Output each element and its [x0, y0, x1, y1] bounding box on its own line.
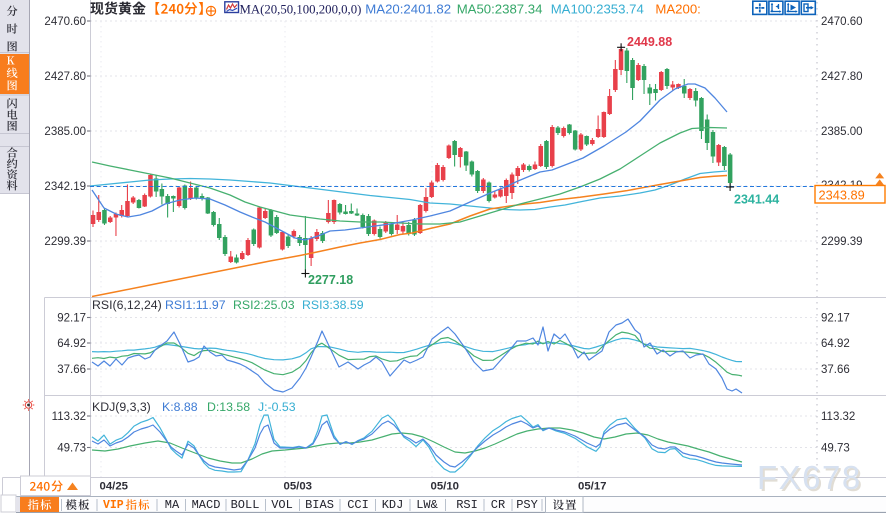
- svg-text:05/03: 05/03: [284, 481, 313, 493]
- svg-text:113.32: 113.32: [52, 411, 86, 423]
- svg-text:2449.88: 2449.88: [627, 35, 672, 49]
- svg-text:2427.80: 2427.80: [821, 71, 863, 83]
- svg-text:K:8.88: K:8.88: [162, 400, 198, 414]
- svg-text:RSI: RSI: [456, 498, 478, 512]
- svg-text:RSI1:11.97: RSI1:11.97: [165, 298, 226, 312]
- svg-text:05/17: 05/17: [578, 481, 607, 493]
- svg-text:D:13.58: D:13.58: [207, 400, 250, 414]
- svg-text:92.17: 92.17: [57, 313, 86, 325]
- svg-text:LW&: LW&: [416, 498, 438, 512]
- svg-text:64.92: 64.92: [821, 338, 850, 350]
- svg-text:BOLL: BOLL: [231, 498, 260, 512]
- svg-text:2299.39: 2299.39: [821, 236, 863, 248]
- svg-text:BIAS: BIAS: [305, 498, 334, 512]
- svg-text:49.73: 49.73: [821, 443, 850, 455]
- svg-text:2277.18: 2277.18: [308, 273, 353, 287]
- svg-text:MACD: MACD: [192, 498, 221, 512]
- svg-text:MA100:2353.74: MA100:2353.74: [551, 1, 644, 16]
- svg-text:2385.00: 2385.00: [44, 126, 86, 138]
- svg-text:CR: CR: [491, 498, 505, 512]
- svg-text:VOL: VOL: [271, 498, 293, 512]
- svg-text:2342.19: 2342.19: [44, 181, 86, 193]
- svg-text:04/25: 04/25: [100, 481, 129, 493]
- svg-text:2341.44: 2341.44: [734, 193, 779, 207]
- svg-text:J:-0.53: J:-0.53: [258, 400, 296, 414]
- svg-text:CCI: CCI: [347, 498, 369, 512]
- svg-text:KDJ(9,3,3): KDJ(9,3,3): [92, 400, 151, 414]
- svg-text:MA: MA: [165, 498, 180, 512]
- svg-text:64.92: 64.92: [57, 338, 86, 350]
- svg-text:49.73: 49.73: [57, 443, 86, 455]
- svg-text:FX678: FX678: [757, 459, 862, 496]
- svg-text:92.17: 92.17: [821, 313, 850, 325]
- svg-text:FX678: FX678: [759, 461, 864, 498]
- svg-text:37.66: 37.66: [57, 364, 86, 376]
- svg-text:05/10: 05/10: [431, 481, 460, 493]
- svg-text:2385.00: 2385.00: [821, 126, 863, 138]
- svg-text:VIP: VIP: [103, 499, 124, 512]
- svg-text:37.66: 37.66: [821, 364, 850, 376]
- svg-text:2427.80: 2427.80: [44, 71, 86, 83]
- svg-text:MA(20,50,100,200,0,0): MA(20,50,100,200,0,0): [240, 2, 362, 16]
- svg-text:2470.60: 2470.60: [821, 16, 863, 28]
- svg-text:MA50:2387.34: MA50:2387.34: [457, 1, 543, 16]
- svg-text:RSI(6,12,24): RSI(6,12,24): [92, 298, 162, 312]
- svg-text:113.32: 113.32: [821, 411, 855, 423]
- svg-text:MA200:: MA200:: [655, 1, 700, 16]
- svg-text:PSY: PSY: [516, 498, 538, 512]
- svg-text:MA20:2401.82: MA20:2401.82: [365, 1, 451, 16]
- svg-text:RSI2:25.03: RSI2:25.03: [233, 298, 295, 312]
- svg-text:KDJ: KDJ: [382, 498, 404, 512]
- svg-text:2470.60: 2470.60: [44, 16, 86, 28]
- svg-text:RSI3:38.59: RSI3:38.59: [302, 298, 364, 312]
- svg-text:2299.39: 2299.39: [44, 236, 86, 248]
- svg-text:2343.89: 2343.89: [819, 188, 865, 203]
